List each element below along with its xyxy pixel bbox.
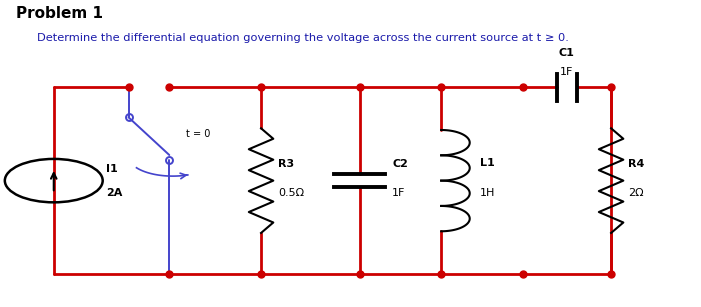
Text: 2A: 2A xyxy=(106,188,123,198)
Text: Determine the differential equation governing the voltage across the current sou: Determine the differential equation gove… xyxy=(36,33,569,43)
Text: 0.5Ω: 0.5Ω xyxy=(278,188,304,198)
Text: 1H: 1H xyxy=(480,188,496,198)
Text: C1: C1 xyxy=(559,48,575,57)
Text: t = 0: t = 0 xyxy=(186,129,211,139)
Text: L1: L1 xyxy=(480,157,495,168)
Text: Problem 1: Problem 1 xyxy=(16,6,103,21)
Text: R4: R4 xyxy=(628,159,644,169)
Text: C2: C2 xyxy=(393,159,408,169)
Text: 1F: 1F xyxy=(560,67,573,77)
Text: 2Ω: 2Ω xyxy=(628,188,644,198)
Text: 1F: 1F xyxy=(393,188,406,198)
Text: R3: R3 xyxy=(278,159,294,169)
Text: I1: I1 xyxy=(106,164,118,173)
